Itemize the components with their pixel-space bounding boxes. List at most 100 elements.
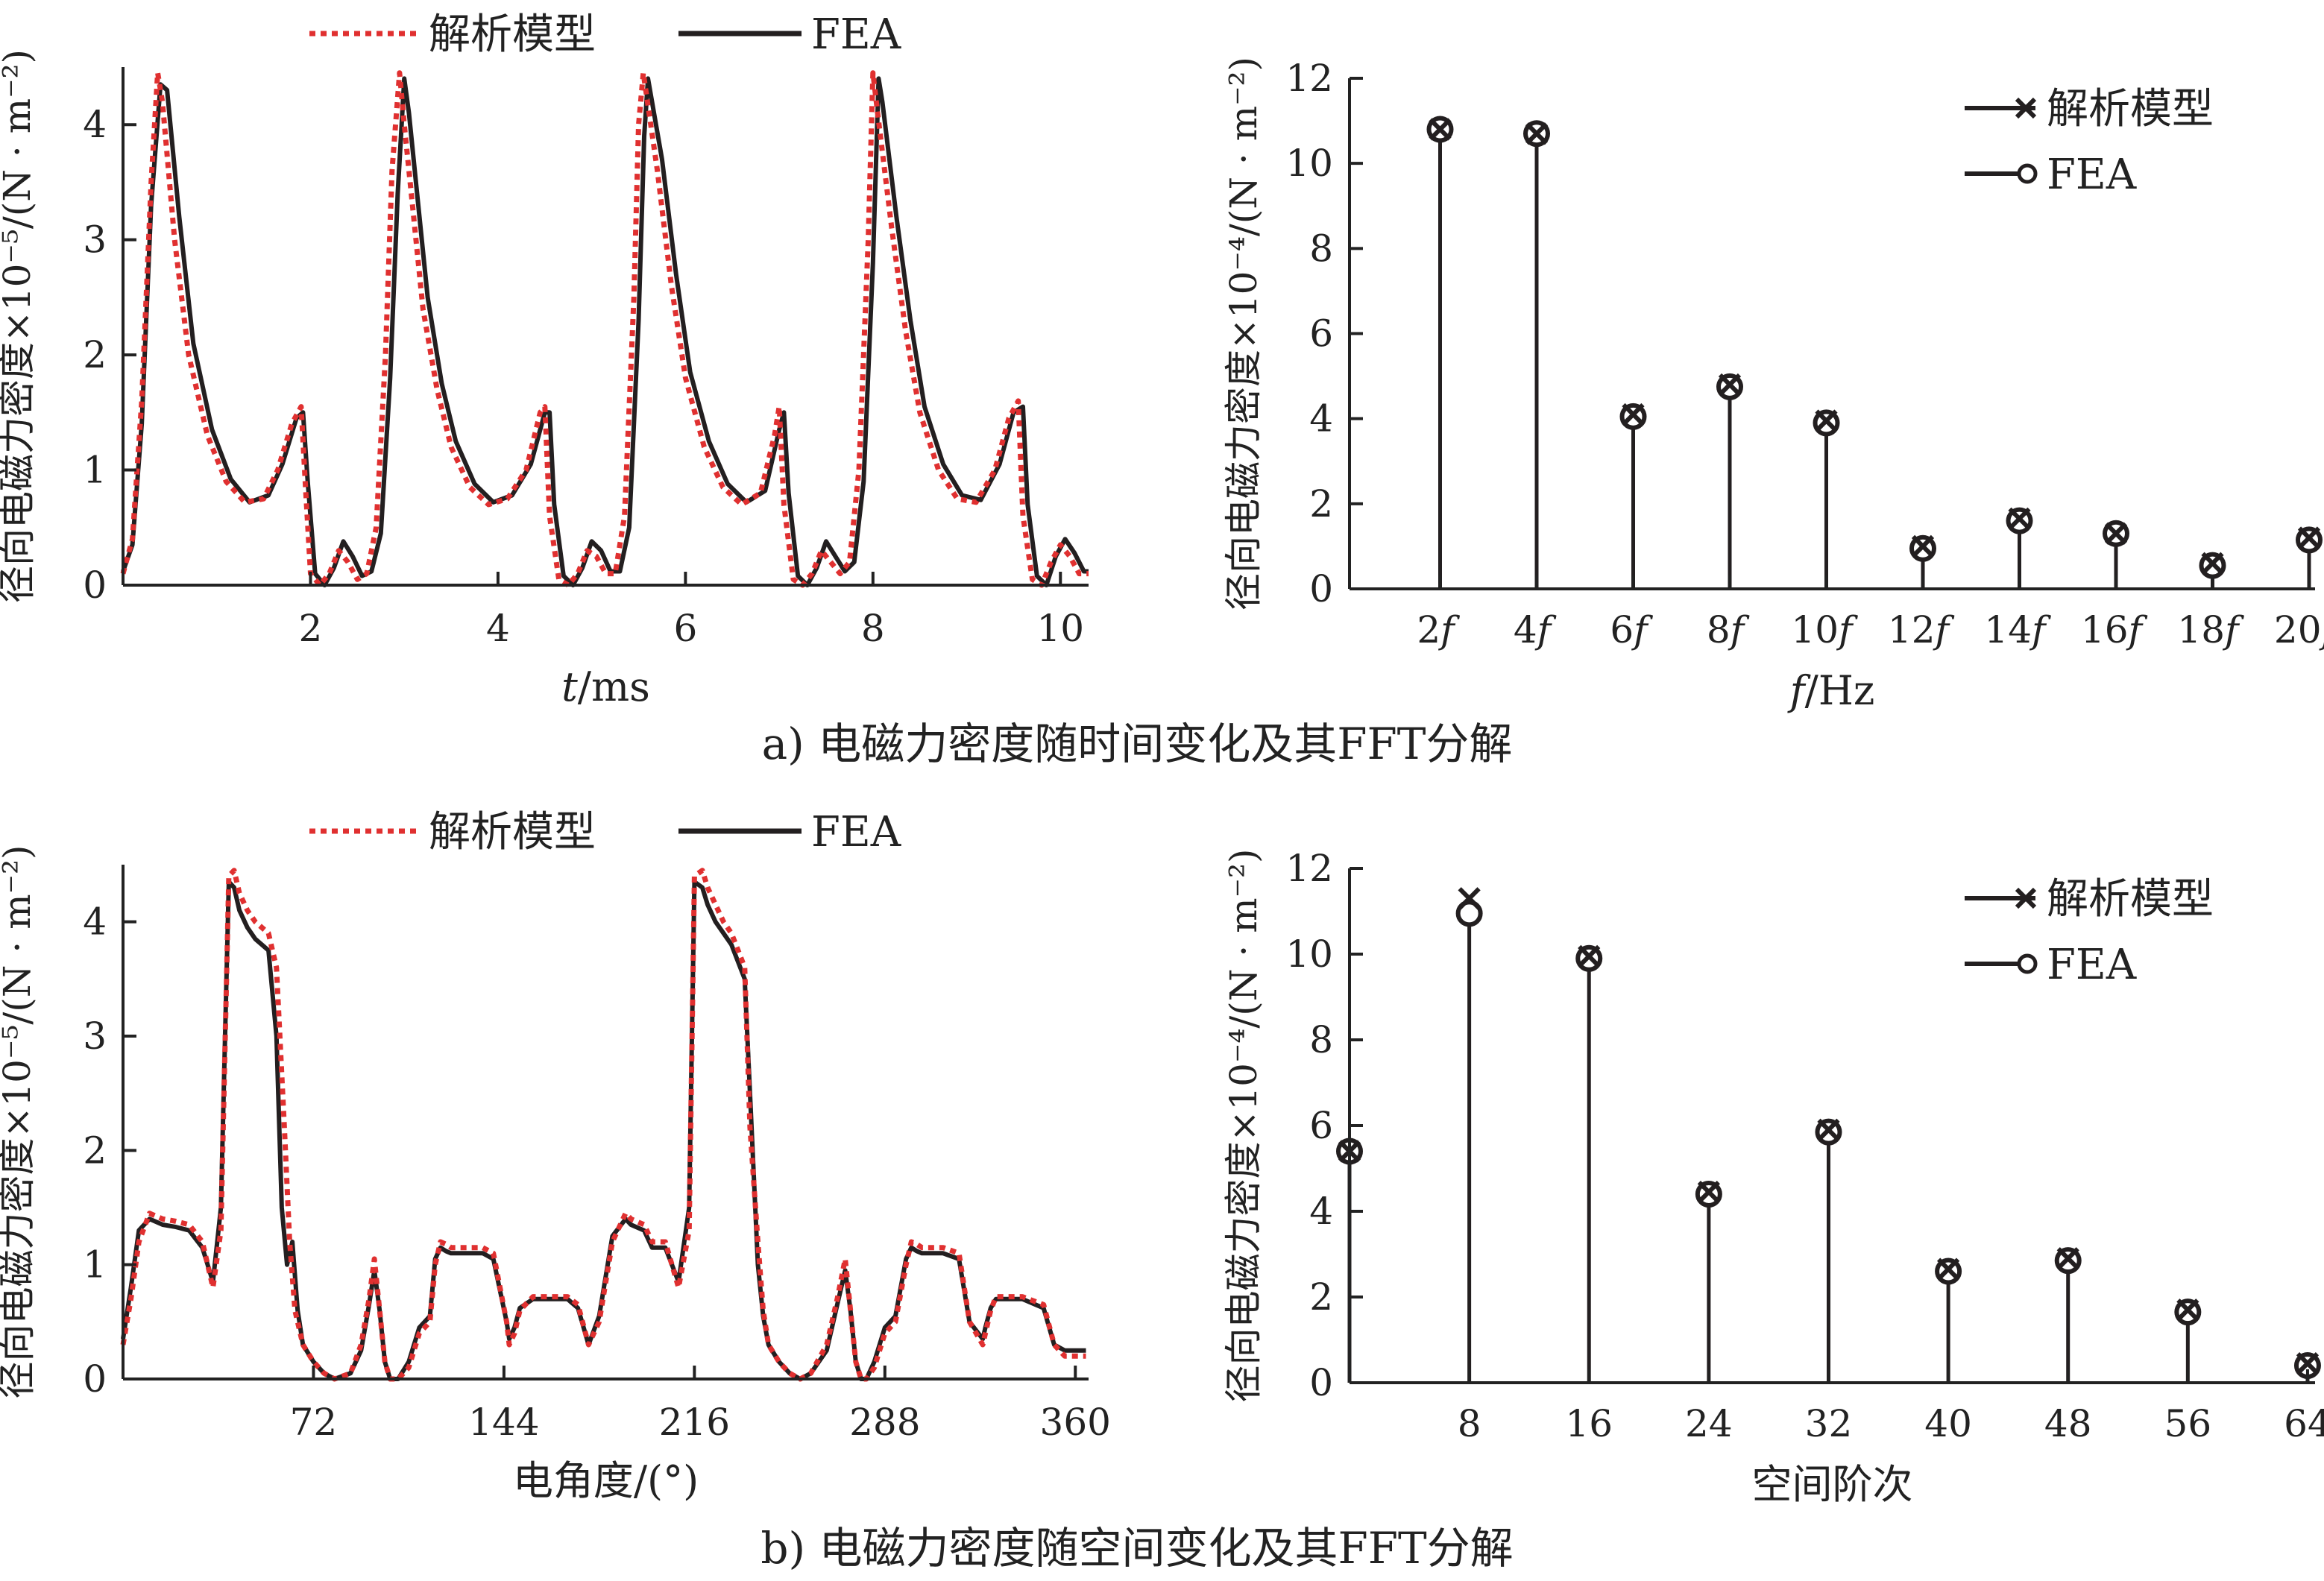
y-tick-label: 2: [1309, 1275, 1333, 1319]
analytic-marker: [1525, 122, 1549, 145]
x-tick-number: 16: [2081, 608, 2129, 651]
x-tick-label: 32: [1805, 1402, 1853, 1445]
x-tick-label: 12f: [1888, 608, 1955, 651]
x-tick-label: 360: [1040, 1401, 1111, 1444]
y-tick-label: 10: [1285, 932, 1333, 976]
legend-label-analytic: 解析模型: [2047, 85, 2214, 133]
y-axis-label: 径向电磁力密度×10⁻⁵/(N · m⁻²): [0, 49, 39, 603]
y-tick-label: 10: [1285, 142, 1333, 185]
x-tick-number: 12: [1888, 608, 1936, 651]
caption-b: b) 电磁力密度随空间变化及其FFT分解: [761, 1523, 1513, 1574]
x-tick-variable: f: [1631, 608, 1653, 651]
x-tick-number: 14: [1984, 608, 2032, 651]
y-tick-label: 12: [1285, 847, 1333, 890]
analytic-marker: [1815, 409, 1838, 432]
space-domain-chart: 72 144 216 288 360 0 1 2 3 4 径向电磁力密度×10⁻⁵/(N · m⁻²…: [0, 808, 1111, 1504]
x-tick-label: 8f: [1707, 608, 1750, 651]
y-tick-label: 1: [83, 1243, 107, 1287]
x-tick-label: 4f: [1514, 608, 1557, 651]
x-tick-number: 10: [1791, 608, 1839, 651]
legend-label-analytic: 解析模型: [429, 808, 596, 856]
y-tick-label: 6: [1309, 1104, 1333, 1147]
x-tick-variable: f: [2319, 608, 2324, 651]
y-tick-label: 3: [83, 1014, 107, 1058]
x-axis-label: 电角度/(°): [513, 1457, 699, 1504]
y-tick-label: 4: [83, 103, 107, 146]
x-tick-label: 20f: [2274, 608, 2324, 651]
legend-label-analytic: 解析模型: [429, 10, 596, 59]
x-tick-label: 288: [849, 1401, 920, 1444]
legend-label-fea: FEA: [811, 808, 901, 856]
analytic-marker: [2297, 526, 2321, 549]
x-tick-label: 8: [1458, 1402, 1481, 1445]
frequency-spectrum-chart: 2f4f6f8f10f12f14f16f18f20f024681012径向电磁力…: [1222, 57, 2324, 714]
y-axis-label: 径向电磁力密度×10⁻⁴/(N · m⁻²): [1222, 57, 1265, 610]
analytic-marker: [2056, 1247, 2079, 1270]
x-tick-label: 2f: [1417, 608, 1460, 651]
y-tick-label: 3: [83, 218, 107, 262]
y-tick-label: 6: [1309, 312, 1333, 356]
y-tick-label: 0: [1309, 1361, 1333, 1404]
y-tick-label: 1: [83, 449, 107, 492]
fea-line: [121, 76, 1089, 587]
x-tick-label: 56: [2164, 1402, 2212, 1445]
x-tick-label: 144: [468, 1401, 539, 1444]
x-axis-label: t/ms: [561, 663, 650, 710]
y-axis-label: 径向电磁力密度×10⁻⁵/(N · m⁻²): [0, 845, 39, 1398]
analytic-marker: [2296, 1352, 2320, 1375]
spatial-order-spectrum-chart: 8 16 24 32 40 48 56 64024681012径向电磁力密度×10⁻⁴/(N …: [1222, 847, 2324, 1508]
y-tick-label: 4: [1309, 397, 1333, 441]
x-tick-variable: f: [1728, 608, 1750, 651]
x-axis-label: 空间阶次: [1752, 1461, 1913, 1508]
analytic-marker: [1697, 1181, 1720, 1204]
y-tick-label: 4: [83, 900, 107, 944]
x-tick-label: 14f: [1984, 608, 2051, 651]
time-domain-chart: 2 4 6 8 10 0 1 2 3 4 径向电磁力密度×10⁻⁵/(N · m⁻²) t/ms 解析模…: [0, 10, 1089, 710]
analytic-marker: [1911, 534, 1935, 558]
y-axis-label: 径向电磁力密度×10⁻⁴/(N · m⁻²): [1222, 848, 1265, 1402]
x-tick-label: 18f: [2177, 608, 2244, 651]
y-tick-label: 8: [1309, 1018, 1333, 1061]
legend-label-fea: FEA: [2047, 941, 2137, 989]
analytic-model-line: [120, 70, 1089, 588]
y-tick-label: 0: [83, 564, 107, 607]
analytic-marker: [1936, 1257, 1960, 1281]
legend-marker-x: [2015, 97, 2037, 119]
x-tick-variable: f: [1836, 608, 1858, 651]
x-tick-label: 6: [673, 607, 697, 650]
x-tick-label: 216: [659, 1401, 730, 1444]
x-tick-variable: f: [2126, 608, 2148, 651]
x-tick-label: 16f: [2081, 608, 2148, 651]
x-tick-label: 16: [1565, 1402, 1613, 1445]
x-tick-label: 8: [861, 607, 885, 650]
analytic-marker: [1622, 403, 1645, 426]
x-tick-number: 6: [1610, 608, 1634, 651]
x-tick-label: 48: [2044, 1402, 2092, 1445]
y-tick-label: 12: [1285, 57, 1333, 100]
analytic-marker: [1718, 373, 1742, 397]
analytic-marker: [2201, 552, 2224, 575]
x-tick-label: 24: [1685, 1402, 1733, 1445]
x-axis-variable: t: [561, 663, 578, 710]
y-tick-label: 2: [83, 1129, 107, 1172]
legend-label-analytic: 解析模型: [2047, 875, 2214, 924]
x-axis-unit: /ms: [578, 663, 650, 710]
x-tick-variable: f: [2222, 608, 2244, 651]
fea-marker: [1455, 900, 1483, 927]
x-tick-label: 4: [486, 607, 510, 650]
analytic-marker: [2176, 1298, 2199, 1322]
legend-label-fea: FEA: [811, 10, 901, 59]
x-tick-label: 40: [1924, 1402, 1972, 1445]
legend-marker-o: [2017, 163, 2038, 184]
y-tick-label: 0: [1309, 567, 1333, 610]
analytic-marker: [1578, 944, 1601, 968]
x-tick-label: 10: [1036, 607, 1084, 650]
x-tick-variable: f: [1437, 608, 1460, 651]
x-tick-variable: f: [1534, 608, 1557, 651]
legend-marker-o: [2017, 953, 2038, 974]
y-tick-label: 2: [83, 333, 107, 376]
x-axis-label: f/Hz: [1787, 667, 1875, 714]
x-tick-variable: f: [1933, 608, 1955, 651]
y-tick-label: 4: [1309, 1190, 1333, 1233]
